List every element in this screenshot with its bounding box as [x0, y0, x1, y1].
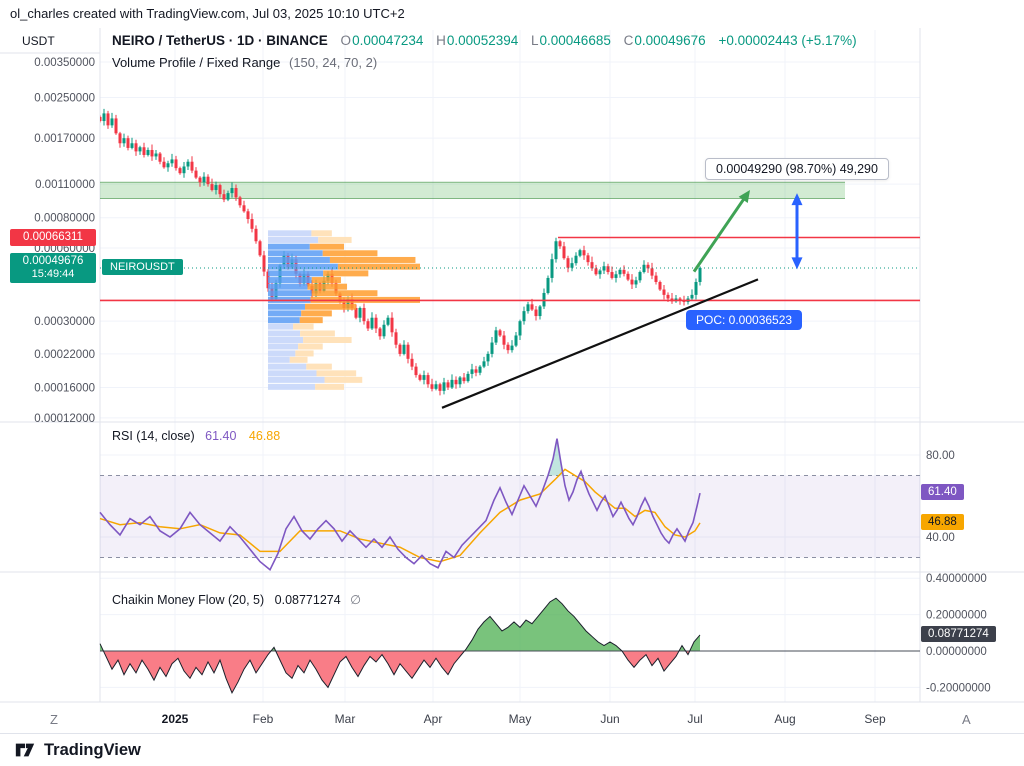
price-axis-currency-label[interactable]: USDT	[22, 34, 55, 48]
rsi-axis-label[interactable]: 40.00	[926, 532, 955, 544]
rsi-band	[100, 475, 920, 558]
price-axis-label[interactable]: 0.00030000	[34, 316, 95, 328]
time-axis-label[interactable]: 2025	[162, 712, 189, 726]
ohlc-change: +0.00002443 (+5.17%)	[718, 33, 857, 48]
ohlc-o-value: 0.00047234	[352, 33, 424, 48]
cmf-negative-area	[100, 651, 700, 693]
ohlc-h-label: H	[436, 33, 446, 48]
cmf-axis-label[interactable]: 0.20000000	[926, 610, 987, 622]
time-axis-label[interactable]: Apr	[424, 712, 443, 726]
indicator-legend[interactable]: Volume Profile / Fixed Range (150, 24, 7…	[112, 55, 377, 70]
horizontal-level-lines[interactable]	[100, 236, 920, 302]
rsi-ma-axis-badge: 46.88	[921, 513, 964, 530]
ohlc-h-value: 0.00052394	[446, 33, 519, 48]
current-price-value: 0.00049676	[22, 254, 84, 267]
price-level-badge-red: 0.00066311	[10, 228, 96, 246]
time-axis-label[interactable]: Mar	[335, 712, 356, 726]
cmf-axis-label[interactable]: -0.20000000	[926, 682, 991, 694]
grid-lines	[100, 30, 920, 702]
timezone-hint-button[interactable]: Z	[50, 712, 58, 727]
adjust-hint-button[interactable]: A	[962, 712, 971, 727]
symbol-title[interactable]: NEIRO / TetherUS · 1D · BINANCE	[112, 33, 328, 48]
footer-bar: TradingView	[0, 733, 1024, 766]
ohlc-o-label: O	[340, 33, 352, 48]
ohlc-l-value: 0.00046685	[539, 33, 611, 48]
symbol-header: NEIRO / TetherUS · 1D · BINANCE O0.00047…	[112, 33, 857, 48]
cmf-axis-label[interactable]: 0.00000000	[926, 646, 987, 658]
cmf-axis-label[interactable]: 0.40000000	[926, 573, 987, 585]
candlestick-series	[100, 108, 702, 396]
rsi-ma-line	[99, 468, 701, 563]
cmf-legend[interactable]: Chaikin Money Flow (20, 5) 0.08771274 ∅	[112, 592, 361, 607]
current-price-badge: 0.00049676 15:49:44	[10, 252, 96, 283]
rsi-axis-label[interactable]: 80.00	[926, 450, 955, 462]
time-axis-label[interactable]: Jun	[600, 712, 619, 726]
price-target-label[interactable]: 0.00049290 (98.70%) 49,290	[705, 158, 889, 181]
rsi-legend[interactable]: RSI (14, close) 61.40 46.88	[112, 429, 280, 443]
price-axis-label[interactable]: 0.00022000	[34, 349, 95, 361]
time-axis-label[interactable]: Aug	[774, 712, 795, 726]
rsi-axis-badge: 61.40	[921, 484, 964, 501]
price-axis-label[interactable]: 0.00080000	[34, 213, 95, 225]
poc-label[interactable]: POC: 0.00036523	[686, 310, 803, 331]
cmf-value: 0.08771274	[274, 593, 341, 607]
rsi-value: 61.40	[205, 429, 237, 443]
price-axis-label[interactable]: 0.00350000	[34, 57, 95, 69]
green-arrow[interactable]	[692, 190, 750, 273]
indicator-params: (150, 24, 70, 2)	[289, 55, 378, 70]
time-axis-label[interactable]: May	[509, 712, 532, 726]
cmf-title[interactable]: Chaikin Money Flow (20, 5)	[112, 593, 265, 607]
ohlc-c-label: C	[623, 33, 634, 48]
cmf-null-icon: ∅	[350, 593, 362, 607]
cmf-outline	[99, 597, 701, 695]
attribution-text: ol_charles created with TradingView.com,…	[10, 6, 405, 21]
price-axis-label[interactable]: 0.00060000	[34, 243, 95, 255]
resistance-zone[interactable]	[100, 181, 845, 199]
rsi-ma-value: 46.88	[248, 429, 281, 443]
price-axis-label[interactable]: 0.00170000	[34, 133, 95, 145]
tradingview-wordmark[interactable]: TradingView	[44, 740, 141, 759]
tradingview-logo-icon[interactable]	[14, 739, 36, 761]
time-axis-label[interactable]: Feb	[253, 712, 274, 726]
time-axis-label[interactable]: Sep	[864, 712, 886, 726]
ohlc-c-value: 0.00049676	[634, 33, 706, 48]
time-axis-label[interactable]: Jul	[687, 712, 702, 726]
rsi-line	[99, 438, 701, 572]
ascending-trendline[interactable]	[441, 278, 759, 409]
price-axis-label[interactable]: 0.00012000	[34, 413, 95, 425]
price-axis-label[interactable]: 0.00016000	[34, 383, 95, 395]
price-axis-label[interactable]: 0.00110000	[35, 179, 95, 191]
price-axis-label[interactable]: 0.00250000	[34, 92, 95, 104]
blue-arrow[interactable]	[791, 193, 803, 270]
indicator-title[interactable]: Volume Profile / Fixed Range	[112, 55, 281, 70]
symbol-price-flag: NEIROUSDT	[102, 258, 183, 275]
pane-separators	[0, 28, 1024, 703]
rsi-title[interactable]: RSI (14, close)	[112, 429, 195, 443]
cmf-positive-area	[100, 598, 700, 651]
cmf-axis-badge: 0.08771274	[921, 626, 996, 643]
ohlc-l-label: L	[531, 33, 539, 48]
bar-countdown: 15:49:44	[31, 267, 75, 280]
